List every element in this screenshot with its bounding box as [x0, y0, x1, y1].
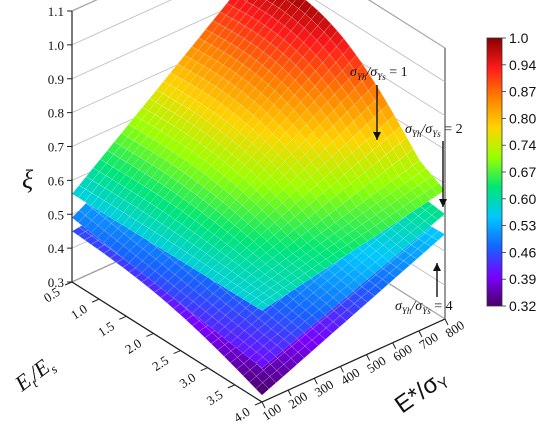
z-tick-label: 0.8: [48, 106, 64, 121]
annotation-post: = 4: [431, 299, 453, 314]
z-tick-label: 0.6: [48, 173, 65, 188]
colorbar-tick-label: 0.87: [509, 84, 536, 100]
wall-gridline: [71, 0, 446, 49]
y-tick-mark: [313, 378, 318, 385]
z-tick-label: 1.0: [48, 38, 64, 53]
x-tick-label: 3.5: [204, 387, 226, 408]
x-tick-label: 1.5: [95, 318, 117, 339]
z-axis-ticks: 0.3 0.4 0.5 0.6 0.7 0.8 0.9 1.0 1.1: [48, 4, 72, 290]
z-tick-label: 0.4: [48, 241, 65, 256]
annotation-pre: σ: [405, 122, 413, 137]
annotation-label: σYh/σYs = 1: [350, 65, 408, 82]
x-tick-label: 2.0: [122, 335, 144, 356]
x-tick-label: 3.0: [177, 370, 199, 391]
y-axis-line: [261, 318, 446, 403]
y-tick-mark: [339, 366, 344, 373]
x-tick-mark: [91, 298, 100, 303]
colorbar-tick-label: 0.67: [509, 164, 536, 180]
annotation-post: = 2: [441, 122, 463, 137]
annotation-arrowhead: [433, 263, 441, 271]
annotation-sub1: Yh: [412, 129, 422, 139]
x-tick-label: 0.5: [41, 284, 63, 305]
x-tick-label: 1.0: [68, 301, 90, 322]
colorbar-bar: [486, 37, 503, 307]
y-tick-mark: [366, 354, 371, 361]
wall-gridline: [71, 0, 446, 117]
x-axis-label: Et/Es: [9, 351, 60, 399]
surface-cell: [71, 226, 86, 236]
colorbar-tick-label: 0.46: [509, 244, 536, 260]
annotation-sub2: Ys: [432, 129, 441, 139]
surface-cell: [71, 210, 86, 223]
annotation-sub2: Ys: [377, 72, 386, 82]
x-axis-line: [71, 281, 263, 403]
z-tick-label: 0.9: [48, 72, 64, 87]
x-tick-mark: [64, 281, 73, 286]
y-tick-mark: [287, 389, 292, 397]
surface-layers: [71, 0, 446, 396]
y-tick-mark: [392, 342, 397, 349]
wall-gridline: [71, 0, 446, 83]
annotation-pre: σ: [395, 299, 403, 314]
z-tick-label: 0.3: [48, 275, 64, 290]
x-tick-mark: [200, 367, 208, 372]
colorbar-tick-label: 0.32: [509, 298, 536, 314]
colorbar-tick-label: 0.39: [509, 271, 536, 287]
y-tick-mark: [418, 330, 423, 338]
colorbar-tick-label: 0.60: [509, 191, 536, 207]
annotation-mid: /σ: [365, 65, 378, 80]
annotation-arrowhead: [439, 199, 447, 207]
y-tick-mark: [444, 318, 449, 326]
z-tick-label: 0.5: [48, 207, 64, 222]
annotation-sub1: Yh: [357, 72, 367, 82]
colorbar-tick-label: 0.74: [509, 137, 536, 153]
x-tick-mark: [227, 384, 236, 389]
annotation-label: σYh/σYs = 2: [405, 122, 463, 139]
annotation-post: = 1: [386, 65, 408, 80]
colorbar-tick-label: 1.0: [509, 30, 529, 46]
annotation-arrowhead: [373, 132, 381, 140]
annotation-sub1: Yh: [402, 306, 412, 316]
z-tick-label: 0.7: [48, 140, 65, 155]
annotation-label: σYh/σYs = 4: [395, 299, 453, 316]
annotation-pre: σ: [350, 65, 358, 80]
colorbar-tick-label: 0.80: [509, 110, 536, 126]
z-tick-label: 1.1: [48, 4, 64, 19]
x-tick-mark: [254, 401, 263, 406]
y-axis-label: E*/σY: [390, 364, 453, 420]
x-tick-label: 2.5: [149, 353, 171, 374]
colorbar-tick-label: 0.53: [509, 218, 536, 234]
x-tick-mark: [119, 315, 127, 320]
y-axis-label-main: E*/σ: [390, 370, 444, 419]
y-tick-mark: [261, 401, 266, 409]
surface-cell: [71, 185, 86, 199]
colorbar: 1.0 0.94 0.87 0.80 0.74 0.67 0.60 0.53 0.46 0.39 0…: [486, 30, 536, 314]
annotation-sub2: Ys: [422, 306, 431, 316]
annotation-mid: /σ: [420, 122, 433, 137]
x-tick-mark: [146, 332, 154, 337]
z-axis-label: ξ: [22, 165, 34, 194]
surface-1: [71, 0, 446, 311]
x-axis-ticks: 0.51.01.52.02.5 3.03.54.0: [41, 281, 263, 425]
x-tick-mark: [173, 350, 181, 355]
colorbar-tick-label: 0.94: [509, 57, 536, 73]
x-tick-label: 4.0: [231, 404, 253, 425]
annotation-mid: /σ: [410, 299, 423, 314]
